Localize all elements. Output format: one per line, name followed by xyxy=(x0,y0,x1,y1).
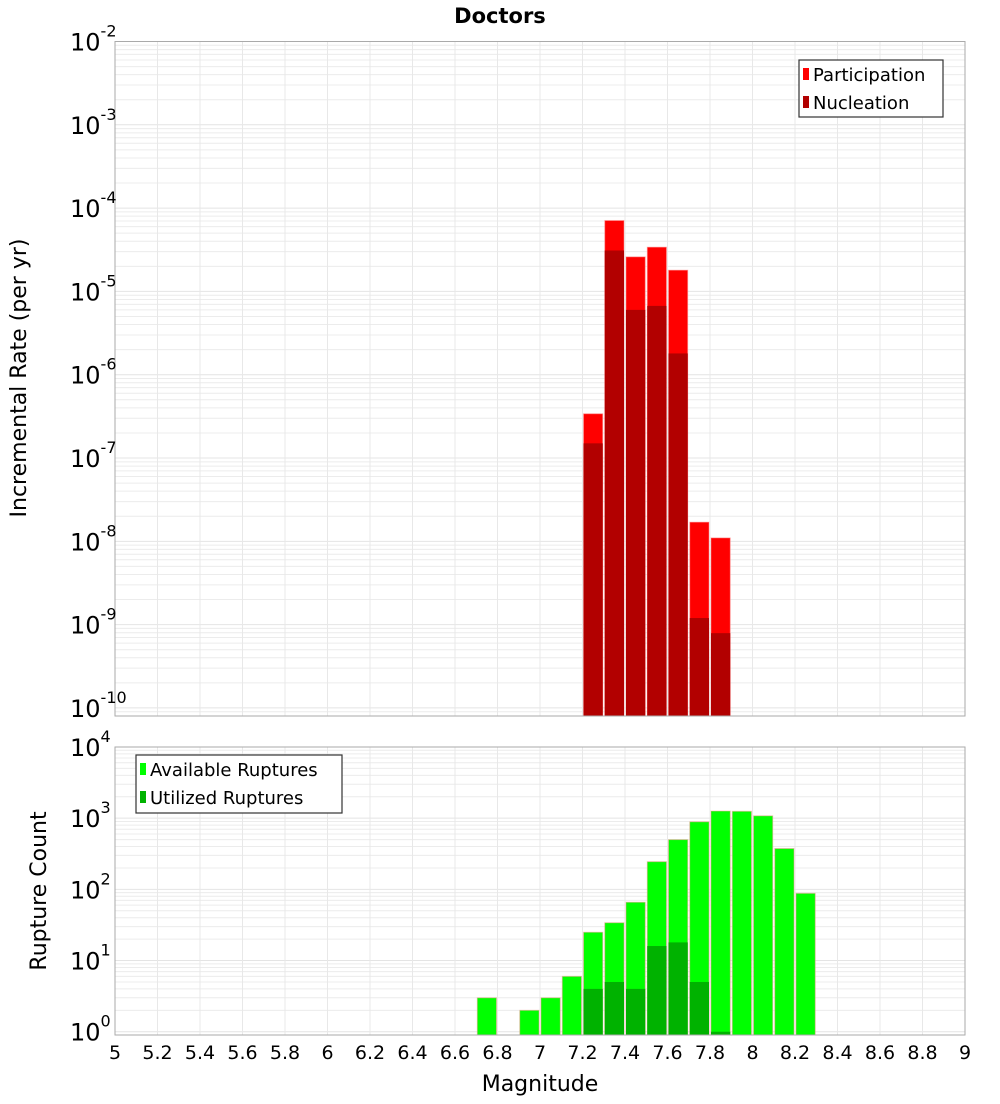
legend-swatch xyxy=(803,96,809,108)
bar-nucleation xyxy=(711,633,731,716)
y-tick-label: 104 xyxy=(70,727,111,762)
bar-available-ruptures xyxy=(795,892,816,1036)
plot-border xyxy=(114,41,966,717)
plot-border xyxy=(114,746,966,1036)
x-tick-label: 8.8 xyxy=(907,1042,937,1064)
bar-utilized-ruptures xyxy=(647,946,667,1035)
x-tick-label: 9 xyxy=(959,1042,971,1064)
x-tick-label: 5.6 xyxy=(227,1042,257,1064)
y-tick-label: 10-10 xyxy=(70,688,127,723)
x-tick-label: 7.6 xyxy=(652,1042,682,1064)
y-tick-label: 10-7 xyxy=(70,438,117,473)
x-tick-label: 6 xyxy=(321,1042,333,1064)
bar-nucleation xyxy=(689,618,709,716)
bar-nucleation xyxy=(604,250,624,716)
y-tick-label: 101 xyxy=(70,941,111,976)
x-tick-label: 8 xyxy=(746,1042,758,1064)
x-tick-label: 5.4 xyxy=(185,1042,215,1064)
legend-label: Available Ruptures xyxy=(150,760,318,781)
legend-swatch xyxy=(140,763,146,775)
x-tick-label: 5.8 xyxy=(270,1042,300,1064)
bar-available-ruptures xyxy=(710,810,731,1036)
bar-nucleation xyxy=(583,443,603,716)
legend-swatch xyxy=(803,68,809,80)
chart-title: Doctors xyxy=(454,4,546,28)
x-tick-label: 8.6 xyxy=(865,1042,895,1064)
legend-label: Participation xyxy=(813,65,925,86)
bar-available-ruptures xyxy=(561,975,582,1036)
bar-utilized-ruptures xyxy=(711,1031,731,1035)
x-tick-label: 6.8 xyxy=(482,1042,512,1064)
y-tick-label: 103 xyxy=(70,798,111,833)
bar-utilized-ruptures xyxy=(626,988,646,1035)
top-plot: 10-2 10-3 10-4 10-5 10-6 10-7 10-8 10-9 10-10 Par… xyxy=(70,22,966,723)
x-tick-label: 6.2 xyxy=(355,1042,385,1064)
bar-utilized-ruptures xyxy=(583,988,603,1035)
y-tick-label: 100 xyxy=(70,1012,111,1047)
x-tick-label: 5.2 xyxy=(142,1042,172,1064)
bar-available-ruptures xyxy=(476,997,497,1036)
x-tick-label: 6.4 xyxy=(397,1042,427,1064)
x-axis-label: Magnitude xyxy=(482,1072,599,1097)
y-tick-label: 10-9 xyxy=(70,605,117,640)
x-tick-label: 8.2 xyxy=(780,1042,810,1064)
legend-swatch xyxy=(140,791,146,803)
x-tick-label: 8.4 xyxy=(822,1042,852,1064)
bar-available-ruptures xyxy=(519,1009,540,1036)
bar-nucleation xyxy=(647,305,667,716)
legend: Participation Nucleation xyxy=(798,59,944,118)
y-tick-label: 10-2 xyxy=(70,22,117,57)
legend-label: Nucleation xyxy=(813,93,909,114)
x-tick-label: 6.6 xyxy=(440,1042,470,1064)
x-tick-label: 7.2 xyxy=(567,1042,597,1064)
bar-nucleation xyxy=(668,353,688,716)
y-tick-label: 10-4 xyxy=(70,188,117,223)
x-tick-label: 7 xyxy=(534,1042,546,1064)
bar-available-ruptures xyxy=(753,815,774,1036)
y-tick-label: 10-3 xyxy=(70,105,117,140)
bar-available-ruptures xyxy=(731,810,752,1036)
legend: Available Ruptures Utilized Ruptures xyxy=(135,754,343,814)
x-tick-label: 7.8 xyxy=(695,1042,725,1064)
bar-utilized-ruptures xyxy=(604,981,624,1035)
legend-label: Utilized Ruptures xyxy=(150,788,303,809)
y-tick-label: 102 xyxy=(70,869,111,904)
y-tick-label: 10-8 xyxy=(70,521,117,556)
bar-utilized-ruptures xyxy=(668,942,688,1035)
x-tick-label: 5 xyxy=(109,1042,121,1064)
y-tick-label: 10-5 xyxy=(70,271,117,306)
bar-available-ruptures xyxy=(540,997,561,1036)
y-tick-label: 10-6 xyxy=(70,355,117,390)
bar-utilized-ruptures xyxy=(689,981,709,1035)
bar-available-ruptures xyxy=(774,848,795,1036)
bar-nucleation xyxy=(626,309,646,716)
legend-box xyxy=(798,59,944,118)
legend-box xyxy=(135,754,343,814)
bottom-y-axis-label: Rupture Count xyxy=(27,811,52,971)
top-y-axis-label: Incremental Rate (per yr) xyxy=(7,239,32,518)
x-tick-label: 7.4 xyxy=(610,1042,640,1064)
